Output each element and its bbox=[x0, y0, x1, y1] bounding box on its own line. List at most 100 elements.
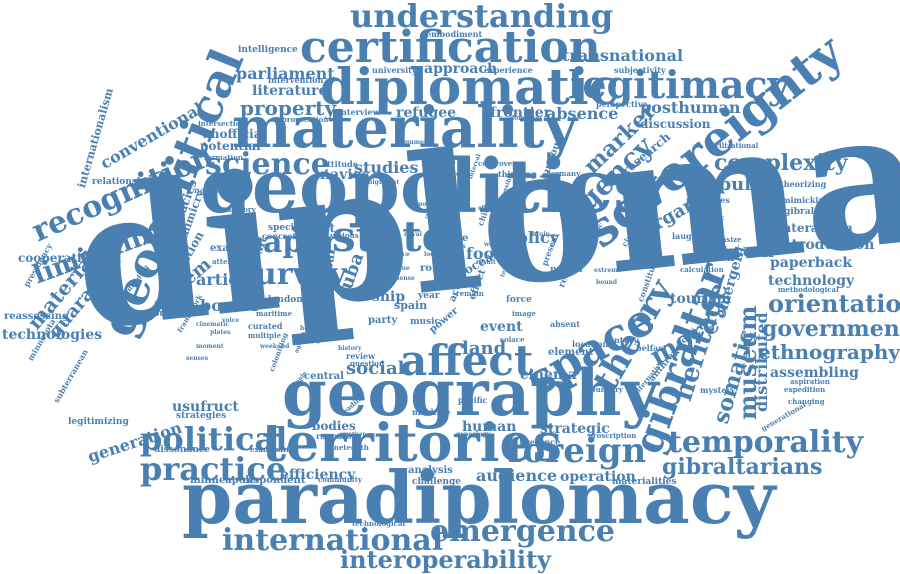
word-music: music bbox=[410, 317, 441, 327]
word-works: works bbox=[484, 241, 504, 248]
word-pacific: pacific bbox=[458, 395, 488, 405]
word-minneapolis: minneapolis bbox=[190, 475, 259, 486]
word-politics: politics bbox=[418, 201, 443, 208]
word-survey: survey bbox=[238, 257, 347, 292]
word-event: event bbox=[480, 319, 523, 335]
word-study: study bbox=[478, 205, 497, 212]
word-embodiment: embodiment bbox=[426, 29, 483, 39]
word-tourism: tourism bbox=[670, 291, 732, 307]
word-formation: formation bbox=[204, 153, 243, 162]
word-spain: spain bbox=[394, 299, 428, 312]
word-examine: examine bbox=[210, 243, 257, 254]
word-subjectivity: subjectivity bbox=[614, 65, 666, 75]
word-question: question bbox=[350, 359, 385, 368]
word-strategies: strategies bbox=[176, 411, 227, 421]
word-display: display bbox=[552, 207, 576, 214]
word-orientation: orientation bbox=[768, 289, 900, 318]
word-presence: presence bbox=[520, 437, 561, 447]
word-wall: wall bbox=[444, 213, 458, 220]
word-role: role bbox=[420, 263, 443, 274]
word-highlight: highlight bbox=[368, 179, 400, 186]
word-brain: brain bbox=[532, 231, 550, 238]
word-ship: ship bbox=[372, 289, 406, 305]
word-audience: audience bbox=[476, 466, 557, 485]
word-theorizing: theorizing bbox=[780, 179, 827, 189]
word-journey: journey bbox=[150, 309, 189, 319]
word-place: place bbox=[392, 251, 410, 258]
word-maritime: maritime bbox=[256, 309, 293, 318]
word-political: political bbox=[140, 420, 288, 458]
word-diplomatic: diplomatic bbox=[320, 57, 620, 116]
word-efficiency: efficiency bbox=[280, 467, 356, 483]
word-introduction: introduction bbox=[776, 237, 875, 253]
word-unofficial: unofficial bbox=[202, 127, 267, 141]
word-value: value bbox=[392, 265, 410, 272]
word-article: article bbox=[196, 270, 255, 289]
word-attitude: attitude bbox=[322, 159, 358, 169]
word-absence: absence bbox=[546, 104, 619, 123]
word-proscription: proscription bbox=[588, 431, 637, 440]
word-absent: absent bbox=[550, 319, 580, 329]
word-emphasize: emphasize bbox=[700, 235, 742, 244]
word-certification: certification bbox=[300, 22, 601, 73]
word-network: network bbox=[700, 242, 774, 261]
word-civilizational: civilizational bbox=[708, 141, 759, 150]
word-export: export bbox=[292, 221, 336, 235]
word-operation: operation bbox=[560, 469, 636, 485]
word-review: review bbox=[346, 351, 375, 361]
word-unique: unique bbox=[370, 275, 394, 282]
word-university: university bbox=[372, 65, 417, 75]
word-government: government bbox=[762, 316, 900, 342]
word-inspired: inspired bbox=[428, 159, 456, 166]
word-thinking: thinking bbox=[498, 169, 537, 179]
word-special: special bbox=[268, 223, 304, 233]
word-dissonance: dissonance bbox=[154, 445, 210, 455]
word-transnational: transnational bbox=[562, 46, 684, 65]
word-intervention: intervention bbox=[268, 75, 324, 85]
word-laughter: laughter bbox=[672, 231, 711, 241]
word-central: central bbox=[304, 371, 344, 382]
word-potential: potential bbox=[200, 139, 261, 153]
word-belfast: belfast bbox=[636, 343, 667, 353]
word-force: force bbox=[506, 295, 532, 305]
word-mimicking: mimicking bbox=[782, 195, 830, 205]
word-respondent: respondent bbox=[242, 475, 306, 486]
word-technology: technology bbox=[768, 273, 855, 289]
word-concrete: concrete bbox=[262, 231, 301, 241]
word-various: various bbox=[330, 231, 359, 240]
word-geography: geography bbox=[282, 356, 659, 431]
word-delivery: delivery bbox=[440, 171, 467, 178]
word-case: case bbox=[456, 277, 481, 288]
word-relationship: relationship bbox=[92, 177, 154, 187]
word-senses: senses bbox=[186, 355, 209, 362]
word-extreme: extreme bbox=[594, 267, 622, 274]
word-mystery: mystery bbox=[700, 385, 736, 395]
word-aspiration: aspiration bbox=[790, 377, 830, 386]
word-image: image bbox=[512, 309, 536, 318]
word-distributed: distributed bbox=[752, 312, 771, 412]
word-element: element bbox=[548, 347, 594, 358]
word-multiple: multiple bbox=[248, 331, 282, 340]
word-plates: plates bbox=[210, 329, 231, 336]
word-argue: argue bbox=[436, 233, 469, 244]
word-argument: argument bbox=[398, 139, 431, 146]
word-location: location bbox=[572, 339, 609, 349]
word-interoperability: interoperability bbox=[340, 545, 551, 574]
word-border: border bbox=[200, 296, 261, 315]
word-paper: paper bbox=[242, 225, 339, 260]
word-technologies: technologies bbox=[2, 327, 103, 343]
word-frontier: frontier bbox=[490, 105, 551, 121]
word-human: human bbox=[462, 419, 517, 435]
word-state: state bbox=[332, 212, 449, 261]
word-american: american bbox=[340, 431, 367, 437]
word-party: party bbox=[368, 315, 398, 326]
word-bodily: bodily bbox=[360, 207, 381, 214]
word-assembling: assembling bbox=[770, 365, 859, 381]
word-intelligence: intelligence bbox=[238, 45, 298, 55]
word-cinema: cinema bbox=[520, 367, 577, 383]
word-popular: popular bbox=[694, 174, 773, 195]
word-examination: examination bbox=[250, 445, 299, 454]
word-subterranean: subterranean bbox=[51, 347, 90, 405]
word-putting: putting bbox=[550, 199, 575, 206]
